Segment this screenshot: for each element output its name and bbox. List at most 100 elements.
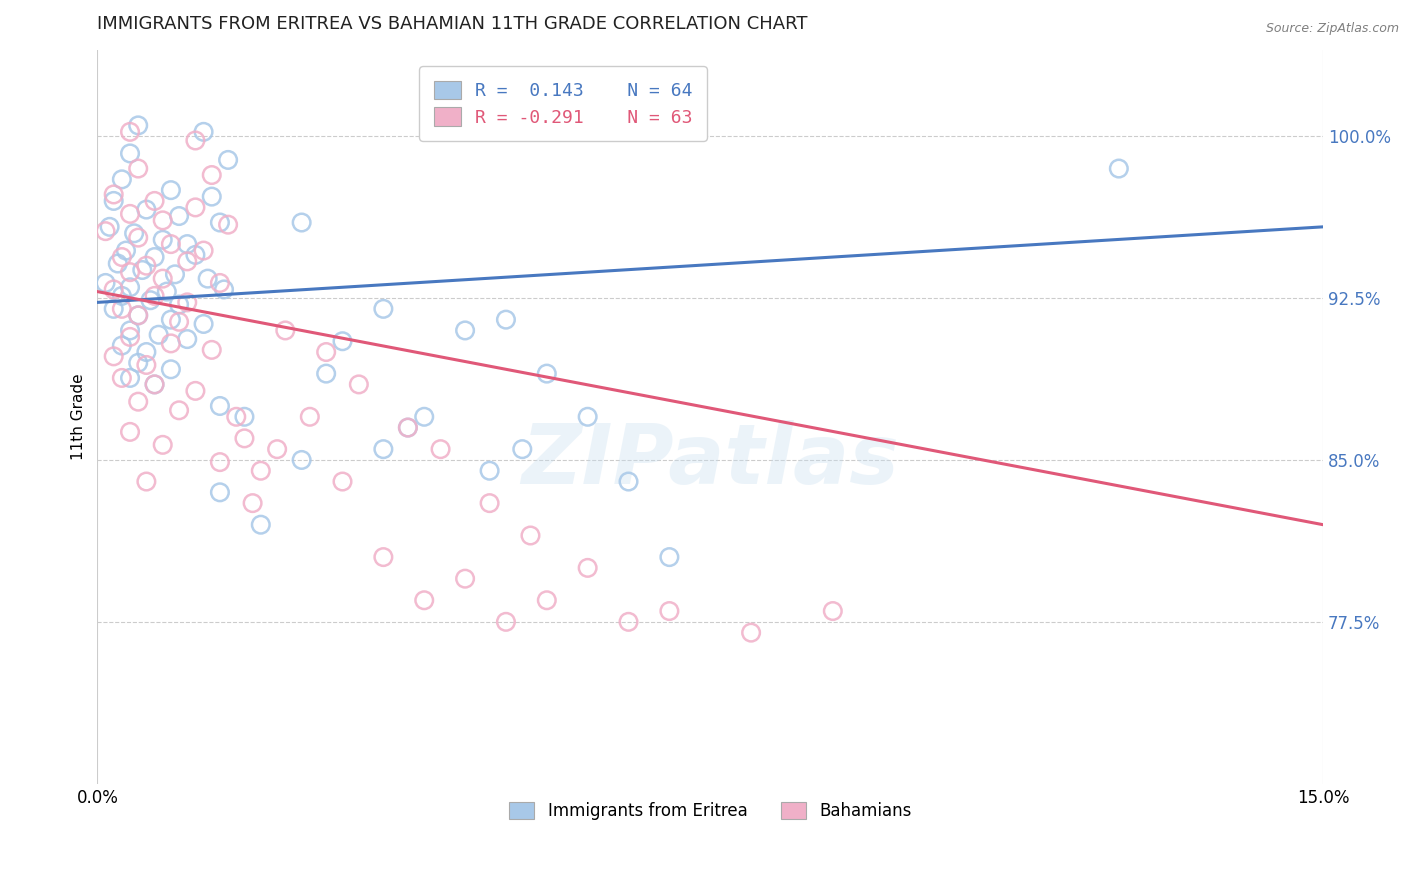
Point bbox=[152, 438, 174, 452]
Point bbox=[373, 301, 395, 316]
Point bbox=[122, 227, 145, 241]
Point bbox=[160, 312, 183, 326]
Point bbox=[143, 194, 166, 208]
Point bbox=[167, 315, 190, 329]
Point bbox=[184, 134, 207, 148]
Point bbox=[167, 209, 190, 223]
Point bbox=[315, 345, 337, 359]
Point bbox=[94, 276, 117, 290]
Point bbox=[208, 276, 231, 290]
Point bbox=[160, 237, 183, 252]
Point bbox=[139, 293, 162, 308]
Point bbox=[152, 233, 174, 247]
Point bbox=[103, 301, 125, 316]
Point bbox=[176, 332, 198, 346]
Point bbox=[193, 244, 215, 258]
Point bbox=[1108, 161, 1130, 176]
Point bbox=[143, 377, 166, 392]
Point bbox=[135, 358, 157, 372]
Point bbox=[740, 625, 762, 640]
Point bbox=[163, 268, 186, 282]
Point bbox=[160, 362, 183, 376]
Point bbox=[111, 371, 134, 385]
Point bbox=[127, 119, 149, 133]
Point bbox=[135, 475, 157, 489]
Point bbox=[208, 215, 231, 229]
Point bbox=[658, 550, 681, 565]
Point bbox=[152, 271, 174, 285]
Point bbox=[103, 187, 125, 202]
Text: ZIPatlas: ZIPatlas bbox=[522, 420, 900, 501]
Point bbox=[118, 265, 141, 279]
Point bbox=[115, 244, 138, 258]
Point bbox=[519, 528, 541, 542]
Point bbox=[347, 377, 370, 392]
Point bbox=[160, 183, 183, 197]
Point bbox=[127, 161, 149, 176]
Point bbox=[176, 295, 198, 310]
Point bbox=[454, 572, 477, 586]
Point bbox=[111, 301, 134, 316]
Point bbox=[208, 399, 231, 413]
Point bbox=[118, 425, 141, 439]
Y-axis label: 11th Grade: 11th Grade bbox=[72, 374, 86, 460]
Point bbox=[156, 285, 179, 299]
Point bbox=[429, 442, 451, 457]
Point bbox=[242, 496, 264, 510]
Point bbox=[478, 464, 501, 478]
Point bbox=[291, 215, 314, 229]
Point bbox=[454, 323, 477, 337]
Point bbox=[127, 356, 149, 370]
Point bbox=[103, 282, 125, 296]
Point bbox=[373, 442, 395, 457]
Point bbox=[167, 297, 190, 311]
Point bbox=[315, 367, 337, 381]
Point bbox=[478, 496, 501, 510]
Point bbox=[495, 312, 517, 326]
Point bbox=[233, 409, 256, 424]
Point bbox=[658, 604, 681, 618]
Point bbox=[274, 323, 297, 337]
Point bbox=[249, 517, 271, 532]
Point bbox=[148, 327, 170, 342]
Point bbox=[225, 409, 247, 424]
Point bbox=[249, 464, 271, 478]
Point bbox=[217, 153, 239, 167]
Point bbox=[617, 615, 640, 629]
Legend: Immigrants from Eritrea, Bahamians: Immigrants from Eritrea, Bahamians bbox=[502, 796, 918, 827]
Point bbox=[208, 455, 231, 469]
Point bbox=[217, 218, 239, 232]
Point bbox=[184, 384, 207, 398]
Point bbox=[118, 371, 141, 385]
Point bbox=[131, 263, 153, 277]
Point bbox=[193, 317, 215, 331]
Point bbox=[118, 146, 141, 161]
Point bbox=[291, 453, 314, 467]
Point bbox=[167, 403, 190, 417]
Point bbox=[127, 394, 149, 409]
Point bbox=[111, 338, 134, 352]
Point bbox=[127, 309, 149, 323]
Point bbox=[118, 330, 141, 344]
Point bbox=[135, 345, 157, 359]
Point bbox=[135, 202, 157, 217]
Point bbox=[111, 250, 134, 264]
Point bbox=[208, 485, 231, 500]
Point bbox=[510, 442, 533, 457]
Point bbox=[98, 219, 121, 234]
Point bbox=[617, 475, 640, 489]
Point bbox=[212, 282, 235, 296]
Point bbox=[118, 125, 141, 139]
Point bbox=[201, 168, 224, 182]
Point bbox=[103, 349, 125, 363]
Point bbox=[118, 280, 141, 294]
Point bbox=[298, 409, 321, 424]
Point bbox=[176, 237, 198, 252]
Point bbox=[197, 271, 219, 285]
Point bbox=[143, 250, 166, 264]
Point bbox=[143, 377, 166, 392]
Point bbox=[193, 125, 215, 139]
Point bbox=[373, 550, 395, 565]
Point bbox=[143, 289, 166, 303]
Point bbox=[201, 343, 224, 357]
